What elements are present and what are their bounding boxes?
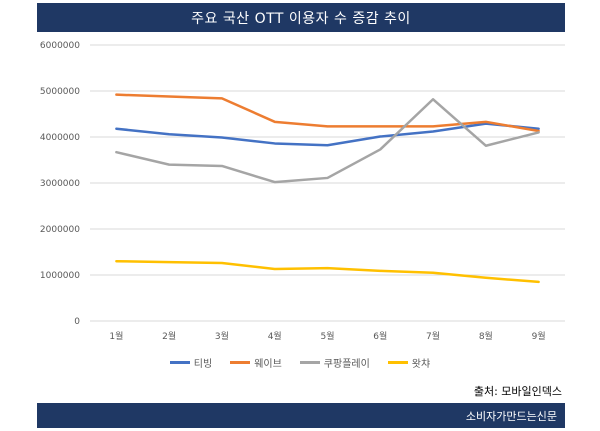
legend-item: 티빙 (169, 352, 213, 372)
legend-swatch (230, 360, 251, 364)
x-tick-label: 3월 (215, 330, 229, 342)
legend: 티빙 웨이브 쿠팡플레이 왓챠 (0, 352, 600, 372)
legend-label: 왓챠 (411, 358, 431, 370)
legend-item: 웨이브 (230, 352, 282, 372)
gridlines (90, 44, 565, 322)
series-line-2 (115, 93, 540, 133)
y-tick-label: 5000000 (40, 87, 80, 97)
x-tick-label: 8월 (479, 330, 493, 342)
legend-swatch (387, 360, 408, 364)
x-tick-label: 6월 (373, 330, 387, 342)
legend-item: 쿠팡플레이 (299, 352, 370, 372)
x-tick-label: 9월 (532, 330, 546, 342)
legend-label: 웨이브 (254, 358, 282, 370)
series-line-4 (115, 259, 540, 284)
y-tick-label: 0 (74, 317, 80, 327)
x-tick-label: 4월 (268, 330, 282, 342)
y-tick-label: 4000000 (40, 133, 80, 143)
y-tick-label: 2000000 (40, 225, 80, 235)
footer-brand: 소비자가만드는신문 (37, 403, 565, 428)
legend-label: 쿠팡플레이 (323, 358, 370, 370)
x-tick-label: 5월 (320, 330, 334, 342)
x-axis-ticks: 1월 2월 3월 4월 5월 6월 7월 8월 9월 (109, 330, 545, 342)
x-tick-label: 7월 (426, 330, 440, 342)
x-tick-label: 2월 (162, 330, 176, 342)
line-chart: 0 1000000 2000000 3000000 4000000 5000000 6000… (40, 41, 565, 342)
y-tick-label: 3000000 (40, 179, 80, 189)
y-tick-label: 1000000 (40, 271, 80, 281)
legend-label: 티빙 (193, 358, 213, 370)
legend-swatch (169, 360, 190, 364)
chart-title: 주요 국산 OTT 이용자 수 증감 추이 (37, 3, 565, 32)
series-line-1 (115, 122, 540, 147)
y-tick-label: 6000000 (40, 41, 80, 51)
y-axis-ticks: 0 1000000 2000000 3000000 4000000 5000000 6000… (40, 41, 80, 327)
x-tick-label: 1월 (109, 330, 123, 342)
legend-item: 왓챠 (387, 352, 431, 372)
series-lines (115, 93, 540, 284)
source-note: 출처: 모바일인덱스 (473, 385, 562, 398)
series-line-3 (115, 98, 540, 184)
legend-swatch (299, 360, 320, 364)
